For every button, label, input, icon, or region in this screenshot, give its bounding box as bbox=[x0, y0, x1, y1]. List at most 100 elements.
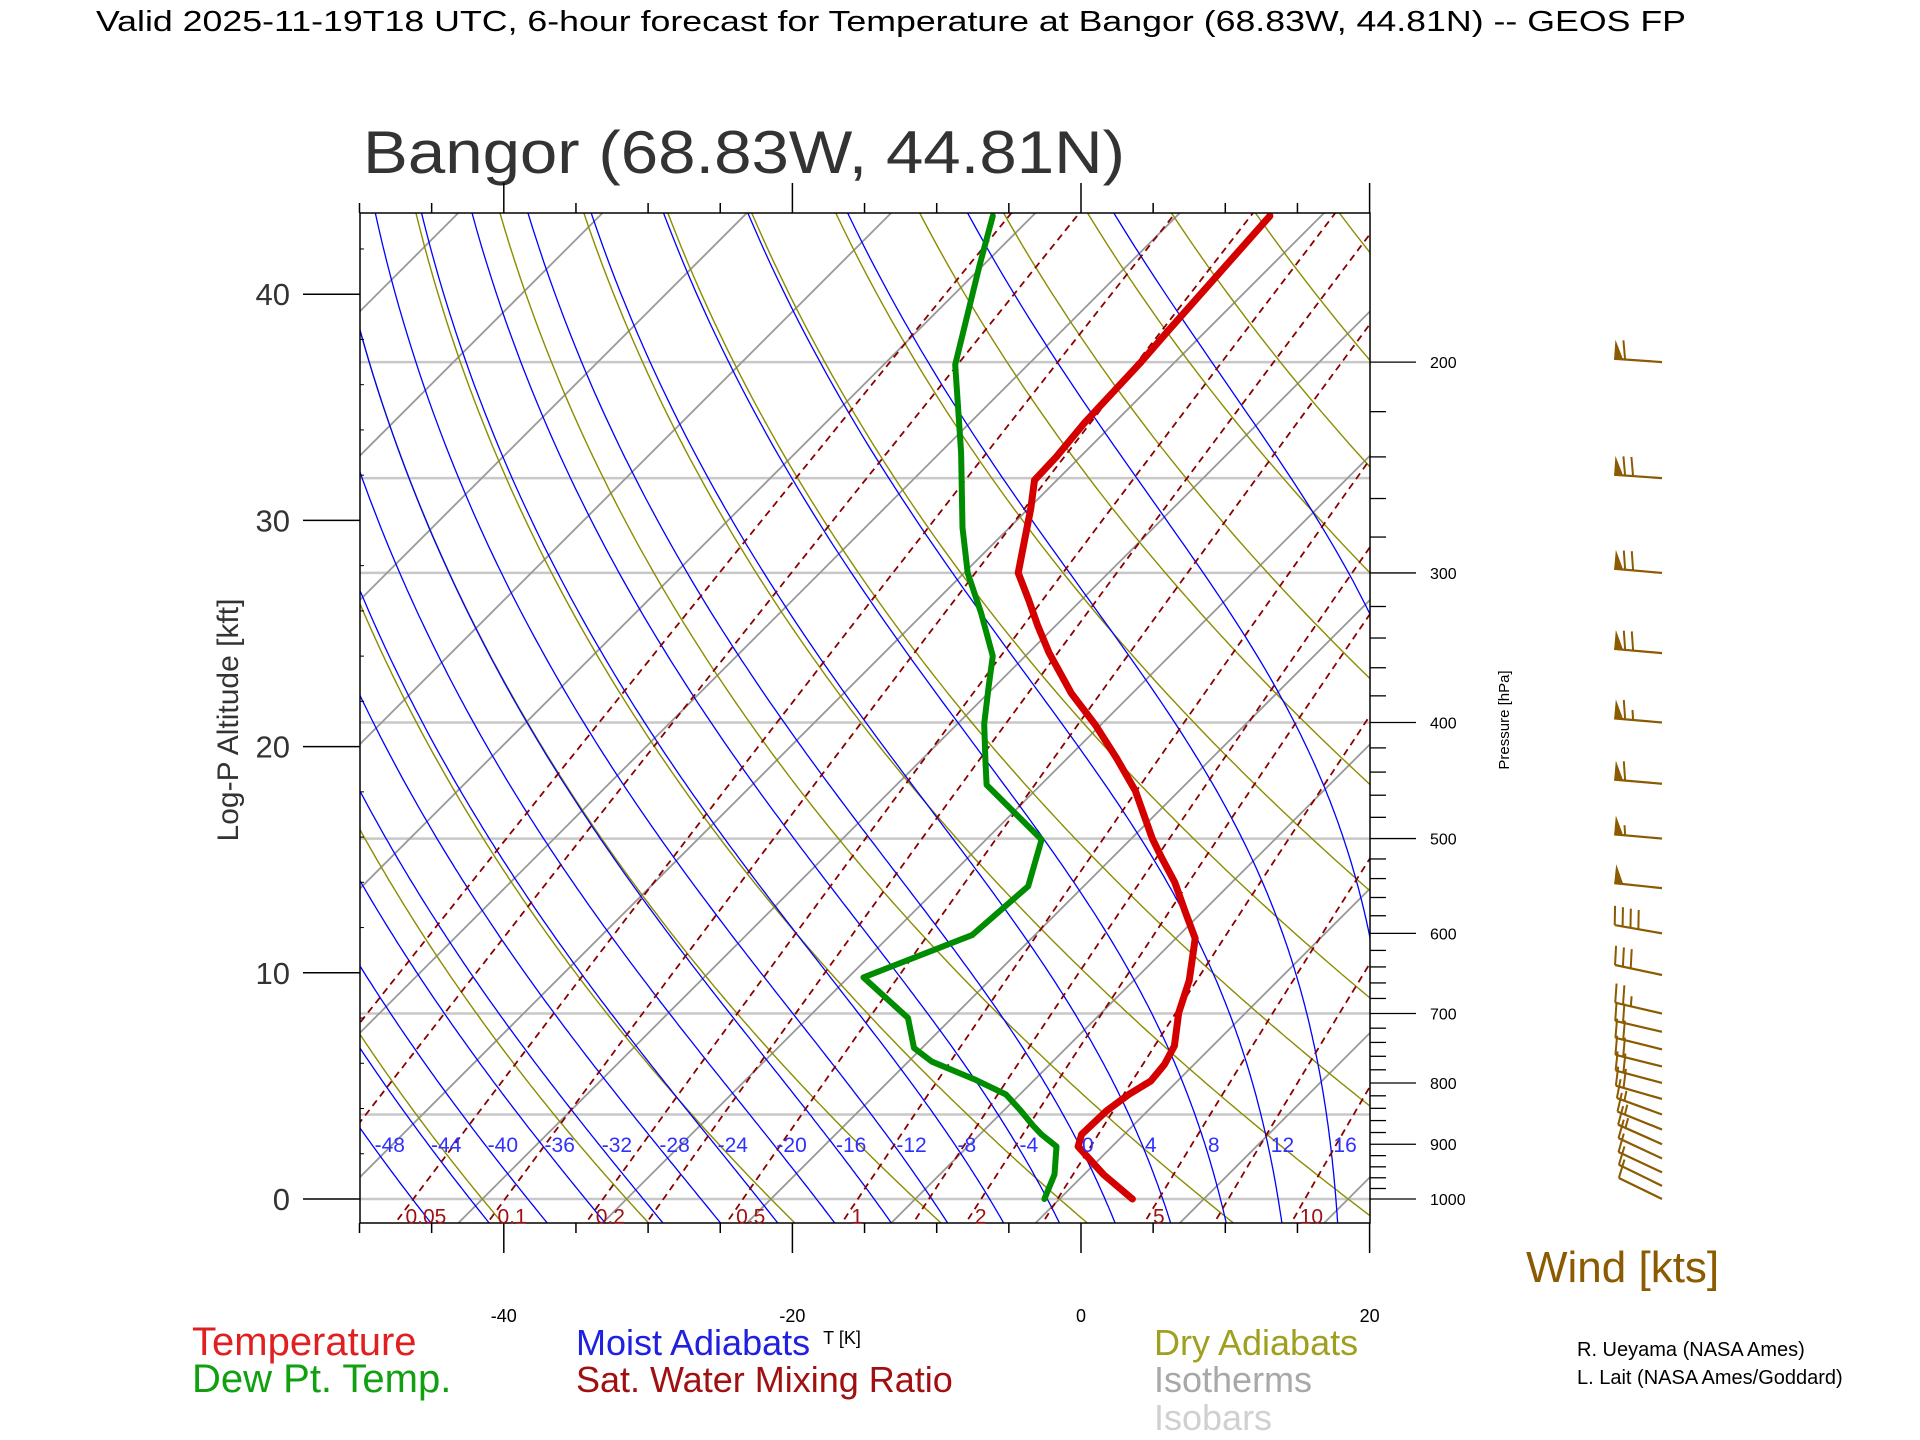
barb-staff bbox=[1614, 647, 1663, 655]
wind-barb bbox=[1617, 1146, 1663, 1187]
mixing-ratio-label: 0.5 bbox=[736, 1205, 765, 1228]
moist-adiabat-line bbox=[360, 327, 893, 1223]
isotherm-line bbox=[360, 213, 749, 602]
axes: -40 -20 0 200102030402003004005006007008009… bbox=[256, 183, 1466, 1326]
mixing-ratio-line bbox=[840, 457, 1370, 1223]
mixing-ratio-label: 10 bbox=[1300, 1205, 1323, 1228]
barb-full bbox=[1621, 947, 1625, 967]
isotherm-line bbox=[0, 173, 210, 1263]
moist-adiabat-line bbox=[360, 1046, 491, 1223]
pressure-tick-label: 700 bbox=[1430, 1007, 1457, 1024]
isotherm-line bbox=[1322, 1175, 1370, 1223]
moist-adiabat-line bbox=[360, 879, 607, 1223]
mixing-ratio-line bbox=[486, 213, 1255, 1223]
barb-pennant bbox=[1614, 864, 1624, 885]
barb-staff bbox=[1614, 357, 1663, 364]
moist-adiabat-label: 4 bbox=[1145, 1134, 1157, 1157]
mixing-ratio-label: 2 bbox=[975, 1205, 987, 1228]
wind-barb bbox=[1614, 1035, 1663, 1068]
dry-adiabat-line bbox=[0, 177, 68, 1230]
x-tick-label: 0 bbox=[1076, 1306, 1086, 1326]
mixing-ratio-label: 5 bbox=[1153, 1205, 1165, 1228]
chart-title: Bangor (68.83W, 44.81N) bbox=[363, 119, 1125, 186]
dry-adiabat-line bbox=[1477, 177, 1920, 1230]
profiles bbox=[860, 213, 1274, 1203]
wind-barb bbox=[1614, 339, 1663, 364]
mixing-ratio-line bbox=[360, 213, 1081, 1124]
barb-staff bbox=[1618, 1137, 1663, 1160]
moist-adiabat-line bbox=[471, 213, 1061, 1223]
barb-full bbox=[1622, 700, 1627, 720]
isotherm-line bbox=[1861, 173, 1920, 1263]
mixing-ratio-line bbox=[1213, 961, 1370, 1223]
pressure-tick-label: 200 bbox=[1430, 355, 1457, 372]
dry-adiabat-line bbox=[1395, 177, 1920, 1230]
dry-adiabat-line bbox=[360, 327, 943, 1223]
barb-full bbox=[1622, 1053, 1627, 1073]
barb-full bbox=[1614, 1001, 1618, 1022]
mixing-ratio-line bbox=[1143, 856, 1370, 1223]
moist-adiabat-label: 0 bbox=[1082, 1134, 1094, 1157]
barb-half bbox=[1624, 1117, 1630, 1129]
barb-pennant bbox=[1614, 455, 1624, 476]
mixing-ratio-line bbox=[964, 612, 1370, 1223]
barb-staff bbox=[1618, 1151, 1663, 1174]
dry-adiabat-line bbox=[583, 213, 1370, 1217]
barb-full bbox=[1615, 1079, 1622, 1099]
moist-adiabat-label: -8 bbox=[958, 1134, 977, 1157]
barb-full bbox=[1629, 949, 1633, 969]
barb-full bbox=[1622, 761, 1627, 781]
wind-barbs bbox=[1613, 339, 1663, 1200]
wind-barb bbox=[1614, 699, 1663, 724]
moist-adiabat-line bbox=[590, 213, 1172, 1223]
dry-adiabat-line bbox=[1086, 213, 1370, 574]
dry-adiabat-line bbox=[834, 213, 1370, 892]
mixing-ratio-line bbox=[725, 322, 1370, 1223]
mixing-ratio-line bbox=[394, 213, 1177, 1223]
moist-adiabat-line bbox=[846, 213, 1339, 1223]
barb-staff bbox=[1614, 833, 1663, 840]
barb-pennant bbox=[1614, 339, 1624, 360]
moist-adiabat-line bbox=[374, 213, 949, 1223]
dry-adiabat-line bbox=[360, 602, 796, 1223]
credit-line-1: R. Ueyama (NASA Ames) bbox=[1577, 1339, 1805, 1361]
pressure-tick-label: 600 bbox=[1430, 926, 1457, 943]
mixing-ratio-label: 1 bbox=[851, 1205, 863, 1228]
legend-isotherms: Isotherms bbox=[1154, 1359, 1312, 1400]
dry-adiabat-line bbox=[918, 213, 1370, 786]
barb-pennant bbox=[1614, 760, 1624, 781]
moist-adiabat-label: 8 bbox=[1208, 1134, 1220, 1157]
mixing-ratio-line bbox=[645, 232, 1370, 1223]
moist-adiabat-label: -12 bbox=[896, 1134, 926, 1157]
line-labels: -48 -44 -40 -36 -32 -28 -24 -20 -16 -12 -8 -4 0 4 8 12 1… bbox=[375, 1134, 1357, 1228]
barb-staff bbox=[1618, 1176, 1663, 1200]
barb-pennant bbox=[1614, 549, 1624, 570]
wind-barb bbox=[1617, 1105, 1663, 1146]
barb-half bbox=[1631, 709, 1635, 721]
barb-full bbox=[1622, 1003, 1626, 1023]
pressure-tick-label: 1000 bbox=[1430, 1192, 1466, 1209]
x-tick-label: -20 bbox=[779, 1306, 805, 1326]
dry-adiabat-line bbox=[1724, 177, 1920, 1230]
barb-staff bbox=[1614, 778, 1663, 785]
barb-full bbox=[1622, 550, 1627, 570]
isotherm-line bbox=[1717, 173, 1920, 1263]
mixing-ratio-line bbox=[912, 545, 1370, 1223]
barb-full bbox=[1614, 1018, 1619, 1038]
temperature-profile bbox=[1014, 213, 1274, 1203]
wind-barb bbox=[1616, 1092, 1663, 1131]
altitude-tick-label: 10 bbox=[256, 956, 290, 991]
dry-adiabat-line bbox=[1560, 177, 1920, 1230]
moist-adiabat-line bbox=[527, 213, 1116, 1223]
barb-full bbox=[1617, 1105, 1625, 1125]
legend-moist-adiabats: Moist Adiabats bbox=[576, 1322, 810, 1363]
barb-half bbox=[1623, 1090, 1628, 1102]
barb-full bbox=[1622, 630, 1627, 650]
moist-adiabat-line bbox=[360, 470, 836, 1223]
x-tick-label: -40 bbox=[491, 1306, 517, 1326]
barb-full bbox=[1617, 1146, 1626, 1166]
barb-staff bbox=[1618, 1163, 1663, 1187]
moist-adiabat-line bbox=[747, 213, 1283, 1223]
mixing-ratio-line bbox=[1446, 177, 1920, 1230]
